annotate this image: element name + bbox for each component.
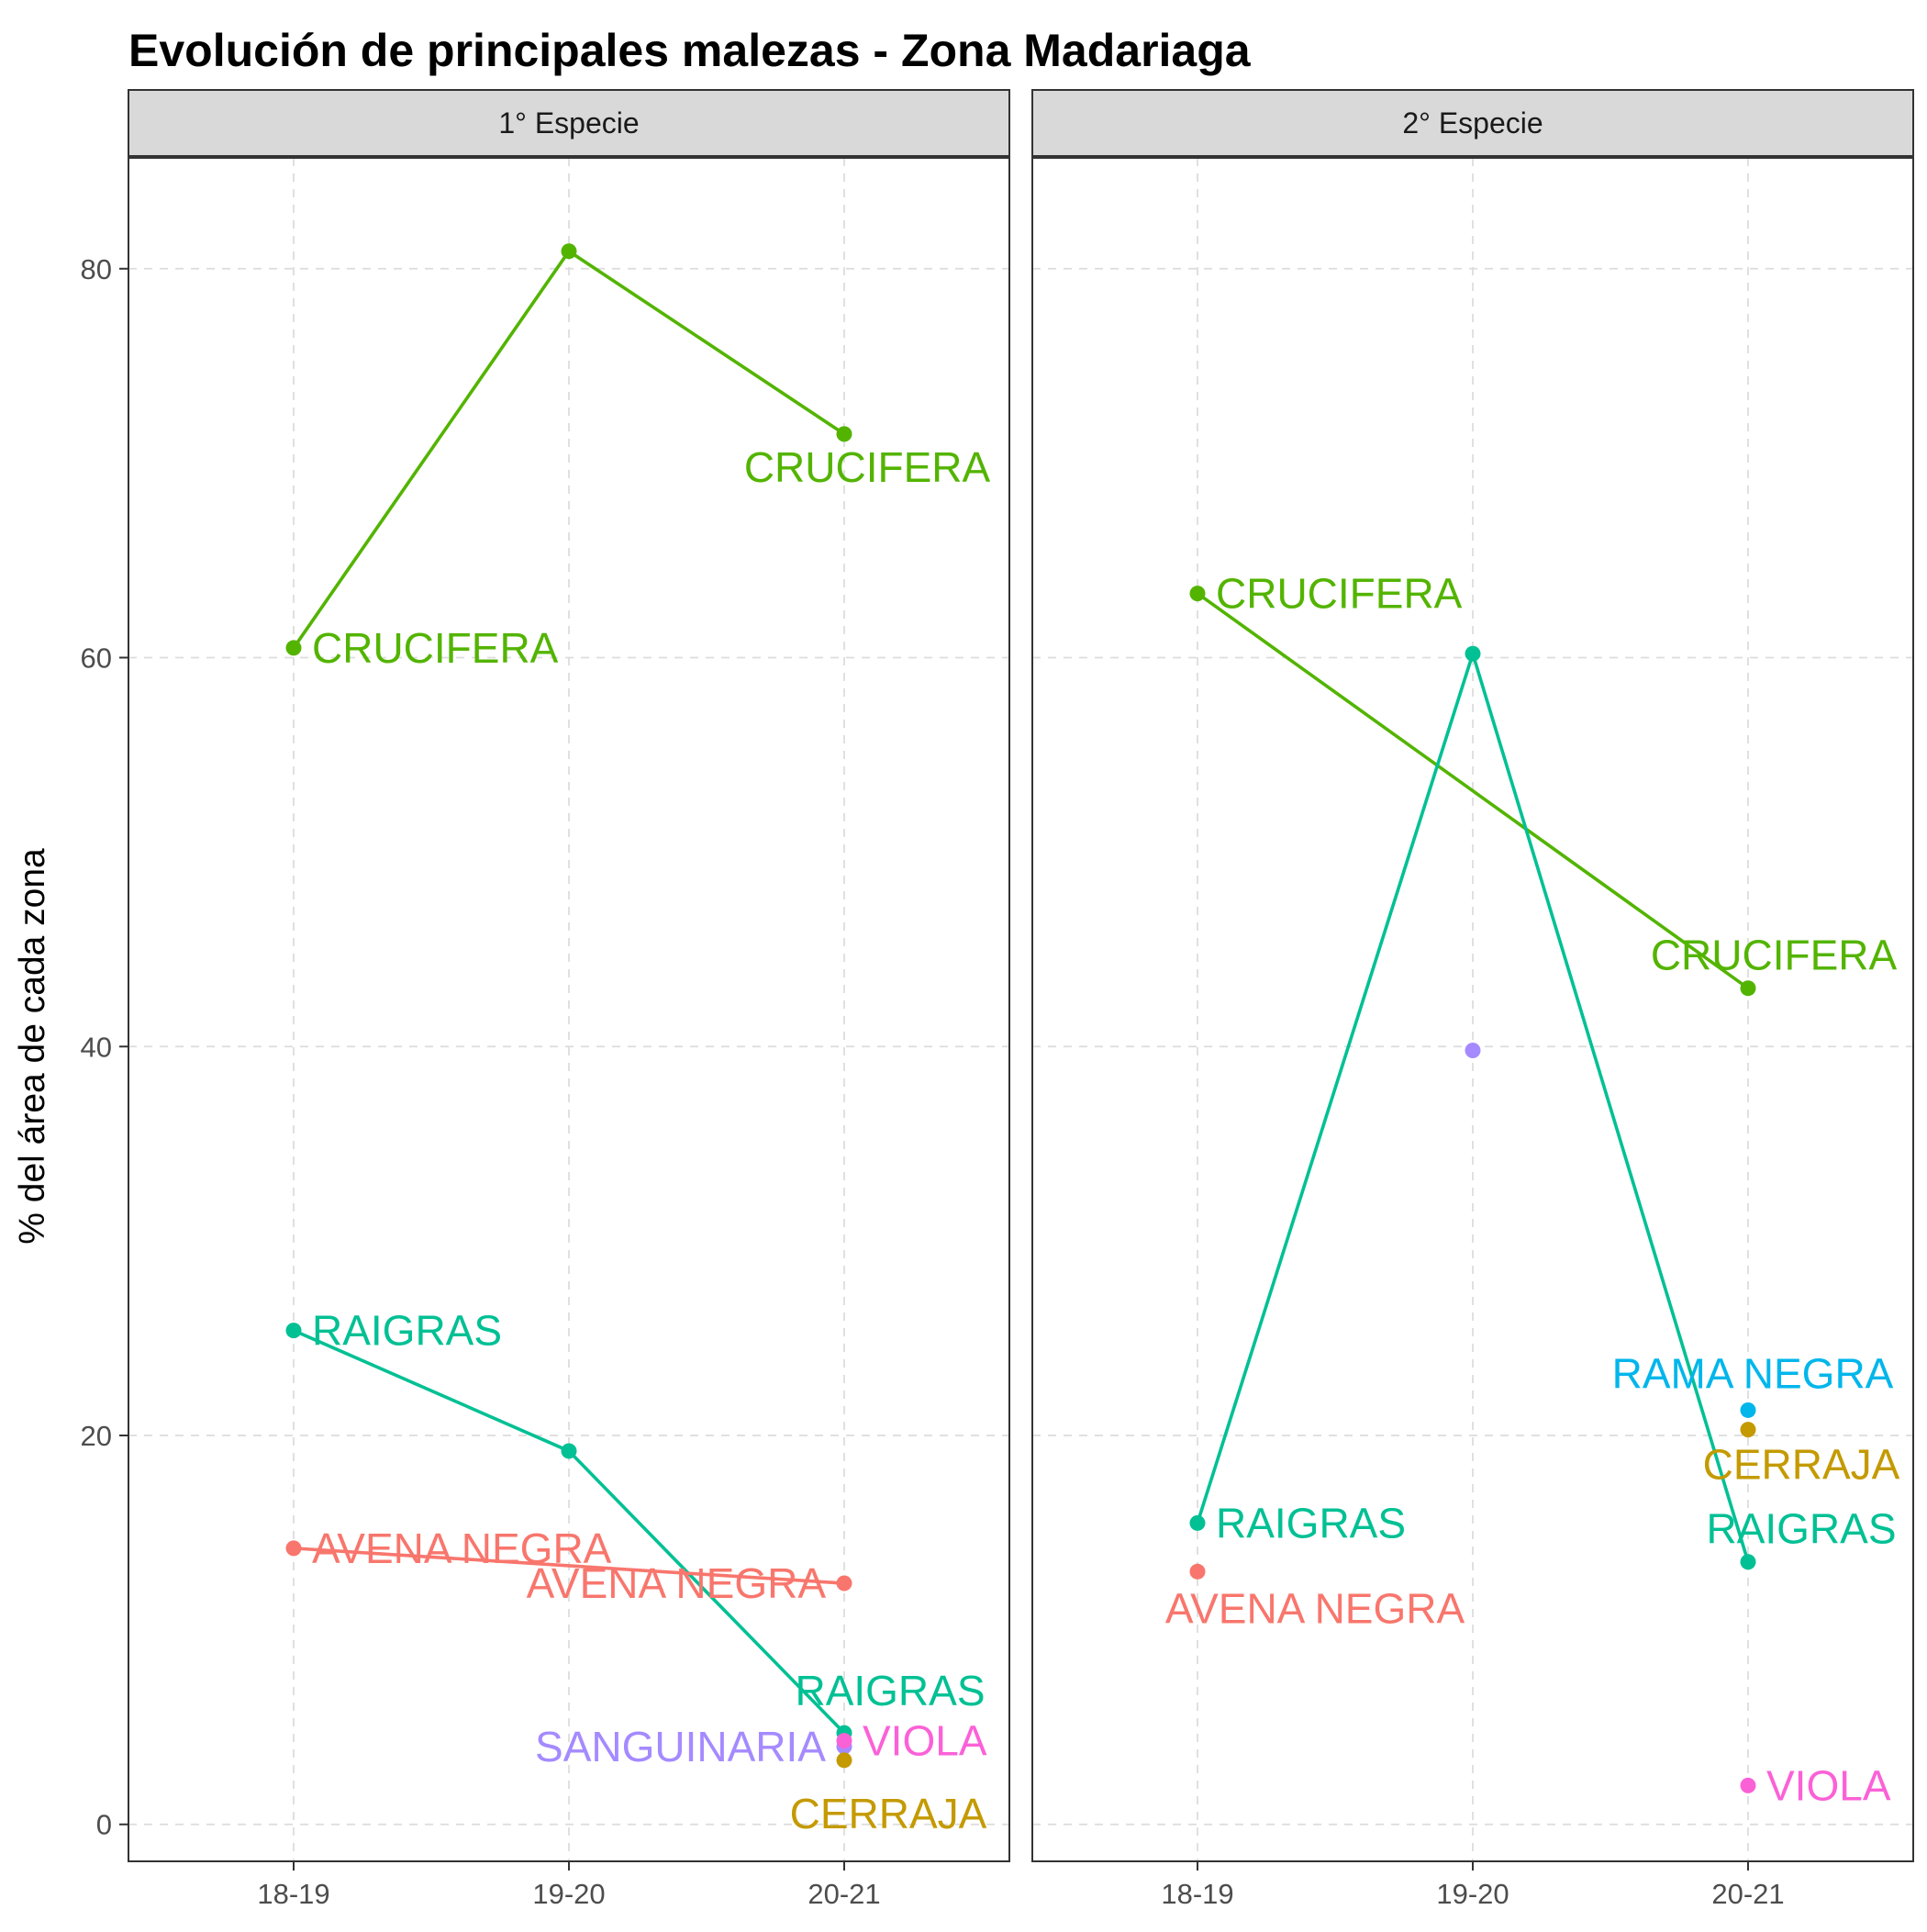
line-segment-raigras [1196,652,1475,1525]
panel-2: 2° Especie CRUCIFERA CRUCIFERA RAIGRAS RAIGR… [1031,89,1914,1910]
y-tick-label: 80 [81,253,112,285]
point-avena-negra [836,1575,852,1591]
data-label-raigras: RAIGRAS [795,1667,985,1714]
y-axis-title: % del área de cada zona [13,848,52,1245]
point-avena-negra [1189,1563,1206,1580]
point-raigras [285,1323,302,1339]
line-segment-avena-negra [292,1547,846,1585]
y-tick-label: 0 [96,1809,112,1841]
x-tick-label: 18-19 [1161,1878,1233,1910]
point-sanguinaria [1465,1042,1481,1058]
panel-1: 1° Especie CRUCIFERA CRUCIFERA RAIGRAS RAIGR… [81,89,1010,1910]
data-label-sanguinaria: SANGUINARIA [535,1723,826,1770]
data-label-viola: VIOLA [863,1717,987,1765]
line-segment-raigras [292,1328,571,1453]
data-label-crucifera: CRUCIFERA [1216,570,1463,618]
point-crucifera [1740,980,1756,997]
point-avena-negra [285,1540,302,1557]
point-crucifera [836,426,852,442]
data-label-raigras: RAIGRAS [312,1307,502,1355]
data-label-viola: VIOLA [1766,1761,1891,1809]
chart-title: Evolución de principales malezas - Zona … [128,25,1252,76]
data-label-crucifera: CRUCIFERA [1651,932,1898,979]
data-label-avena-negra: AVENA NEGRA [527,1559,827,1607]
point-rama-negra [1740,1402,1756,1418]
point-cerraja [836,1752,852,1769]
data-label-raigras: RAIGRAS [1706,1505,1896,1553]
point-raigras [1465,645,1481,662]
data-label-crucifera: CRUCIFERA [312,624,559,672]
x-tick-label: 19-20 [532,1878,605,1910]
data-label-avena-negra: AVENA NEGRA [312,1524,612,1572]
point-cerraja [1740,1422,1756,1438]
point-crucifera [1189,586,1206,602]
point-raigras [1740,1554,1756,1570]
panels-layer: 1° Especie CRUCIFERA CRUCIFERA RAIGRAS RAIGR… [81,89,1914,1910]
data-label-avena-negra: AVENA NEGRA [1165,1584,1465,1632]
data-label-raigras: RAIGRAS [1216,1499,1406,1547]
panel-strip-label: 2° Especie [1402,106,1543,140]
data-label-crucifera: CRUCIFERA [744,443,991,491]
y-tick-label: 20 [81,1420,112,1452]
point-raigras [561,1443,577,1459]
data-label-cerraja: CERRAJA [1703,1441,1900,1489]
point-viola [836,1733,852,1749]
y-tick-label: 60 [81,642,112,675]
point-crucifera [561,243,577,260]
data-label-rama-negra: RAMA NEGRA [1612,1349,1894,1397]
x-tick-label: 18-19 [257,1878,329,1910]
panel-strip [1031,89,1914,157]
point-crucifera [285,640,302,656]
panel-strip [128,89,1010,157]
line-segment-raigras [1471,652,1750,1564]
x-tick-label: 20-21 [1711,1878,1784,1910]
line-segment-crucifera [292,249,571,650]
line-segment-crucifera [1196,591,1750,990]
x-tick-label: 19-20 [1436,1878,1509,1910]
point-raigras [1189,1514,1206,1531]
x-tick-label: 20-21 [808,1878,880,1910]
data-label-cerraja: CERRAJA [790,1790,987,1837]
line-segment-crucifera [567,249,846,436]
line-segment-raigras [567,1449,846,1735]
y-tick-label: 40 [81,1031,112,1063]
panel-strip-label: 1° Especie [498,106,639,140]
point-viola [1740,1777,1756,1793]
